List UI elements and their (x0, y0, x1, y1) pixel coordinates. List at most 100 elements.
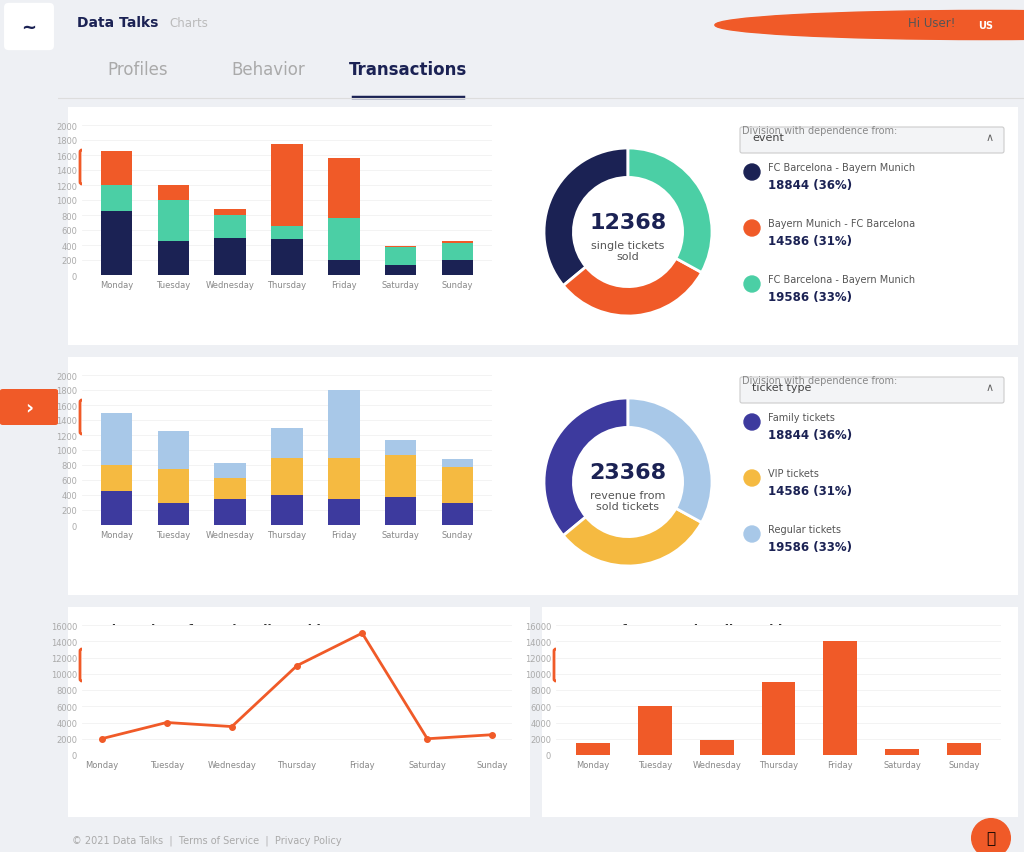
Text: 🎟: 🎟 (92, 160, 101, 176)
Bar (329, 158, 359, 219)
Wedge shape (628, 399, 712, 523)
Text: Changes in a time period:: Changes in a time period: (782, 646, 908, 656)
Bar (329, 390, 359, 458)
Text: 12368: 12368 (100, 646, 216, 679)
Bar (329, 458, 359, 499)
Text: single tickets
sold: single tickets sold (591, 240, 665, 262)
Text: ~: ~ (22, 19, 37, 37)
Text: ›: › (25, 398, 33, 417)
Bar (158, 469, 188, 503)
Text: ∧: ∧ (986, 133, 994, 143)
Text: Revenue from merchandise sold: Revenue from merchandise sold (556, 624, 782, 636)
Text: Hi User!: Hi User! (908, 17, 955, 30)
Bar (442, 242, 473, 244)
FancyBboxPatch shape (740, 128, 1004, 154)
FancyBboxPatch shape (359, 408, 483, 435)
Circle shape (744, 527, 760, 543)
Wedge shape (544, 399, 628, 536)
FancyBboxPatch shape (4, 4, 54, 51)
Text: Changes in a time period:: Changes in a time period: (362, 396, 489, 406)
Bar (214, 216, 246, 239)
Text: VIP tickets: VIP tickets (768, 469, 819, 479)
Text: ∧: ∧ (986, 383, 994, 393)
Text: 18844 (36%): 18844 (36%) (768, 429, 852, 442)
Text: Total number of merchandise sold: Total number of merchandise sold (82, 624, 321, 636)
Bar (823, 642, 857, 755)
Text: 💰: 💰 (565, 658, 574, 673)
Text: US: US (978, 21, 993, 31)
Bar (442, 503, 473, 526)
Bar (271, 239, 303, 276)
Wedge shape (628, 149, 712, 273)
Bar (100, 212, 132, 276)
Text: + 49 %: + 49 % (263, 168, 299, 178)
Wedge shape (544, 149, 628, 286)
Text: Division with dependence from:: Division with dependence from: (742, 126, 897, 135)
Bar (214, 478, 246, 499)
Text: Bayern Munich - FC Barcelona: Bayern Munich - FC Barcelona (768, 219, 915, 228)
Text: + 134 visitors: + 134 visitors (697, 648, 765, 659)
Bar (100, 413, 132, 465)
Circle shape (744, 470, 760, 486)
Text: Family tickets: Family tickets (768, 412, 835, 423)
Bar (100, 186, 132, 212)
Bar (214, 463, 246, 478)
Text: + 12 %: + 12 % (697, 665, 733, 675)
Text: + 12 %: + 12 % (263, 417, 299, 428)
Text: Revenue from single ticket sales: Revenue from single ticket sales (82, 377, 311, 390)
Text: ∧: ∧ (473, 167, 481, 177)
Text: 12368: 12368 (105, 148, 230, 181)
Bar (271, 145, 303, 227)
Bar (158, 242, 188, 276)
Text: revenue from
sold tickets: revenue from sold tickets (590, 490, 666, 512)
Bar (214, 239, 246, 276)
Bar (699, 740, 734, 755)
Text: event: event (752, 133, 784, 143)
Bar (158, 186, 188, 201)
Bar (762, 682, 796, 755)
Text: 14586 (31%): 14586 (31%) (768, 235, 852, 248)
Bar (271, 458, 303, 495)
Bar (947, 743, 981, 755)
Text: + 134 sold: + 134 sold (223, 648, 275, 659)
Circle shape (744, 415, 760, 430)
Bar (442, 244, 473, 261)
Text: © 2021 Data Talks  |  Terms of Service  |  Privacy Policy: © 2021 Data Talks | Terms of Service | P… (72, 835, 342, 845)
Bar (214, 499, 246, 526)
Text: Regular tickets: Regular tickets (768, 524, 841, 534)
Text: Charts: Charts (169, 17, 208, 30)
Bar (577, 743, 610, 755)
Text: ∧: ∧ (891, 665, 899, 675)
Wedge shape (563, 509, 701, 567)
Bar (442, 459, 473, 467)
Text: Behavior: Behavior (231, 61, 305, 79)
Bar (100, 152, 132, 186)
Bar (158, 201, 188, 242)
Circle shape (715, 11, 1024, 41)
FancyBboxPatch shape (0, 389, 58, 425)
Text: week: week (376, 167, 406, 177)
Text: 12368: 12368 (574, 646, 690, 679)
FancyBboxPatch shape (780, 657, 899, 683)
Bar (885, 749, 919, 755)
Text: Division with dependence from:: Division with dependence from: (742, 376, 897, 386)
Text: + 134 tickets: + 134 tickets (263, 151, 328, 161)
Text: 23368: 23368 (590, 463, 667, 482)
Circle shape (744, 164, 760, 181)
Bar (385, 456, 417, 497)
Text: Changes in a time period:: Changes in a time period: (362, 147, 489, 157)
Text: Transactions: Transactions (349, 61, 467, 79)
Text: + 12 %: + 12 % (223, 665, 259, 675)
Bar (100, 465, 132, 492)
Text: Data Talks: Data Talks (78, 16, 159, 31)
Bar (385, 497, 417, 526)
Bar (158, 432, 188, 469)
Bar (638, 706, 672, 755)
Text: 14586 (31%): 14586 (31%) (768, 485, 852, 498)
Text: 💬: 💬 (986, 831, 995, 845)
Wedge shape (563, 259, 701, 317)
Circle shape (744, 277, 760, 292)
FancyBboxPatch shape (740, 377, 1004, 404)
Text: 19586 (33%): 19586 (33%) (768, 291, 852, 304)
Text: 18844 (36%): 18844 (36%) (768, 179, 852, 193)
